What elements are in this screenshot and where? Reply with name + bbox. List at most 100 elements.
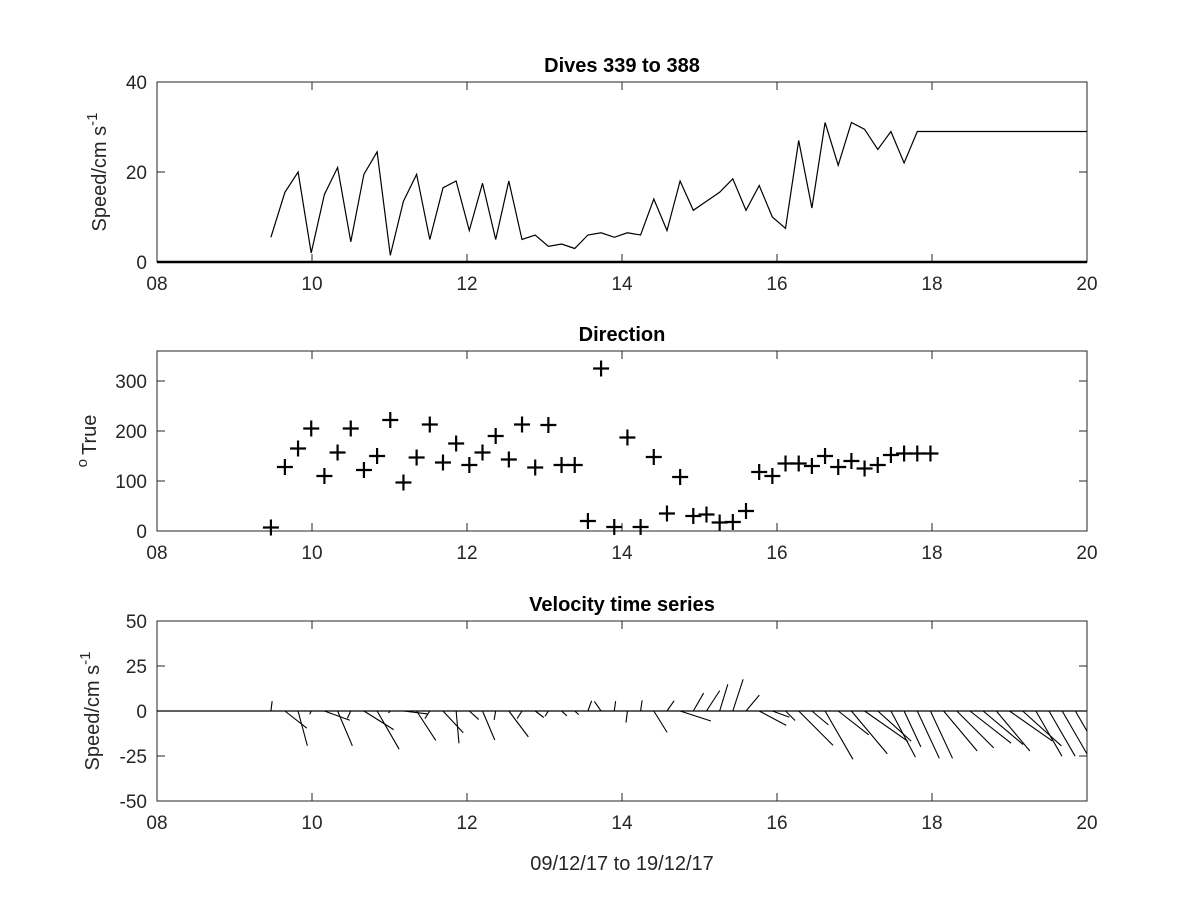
velocity-vector-stick [692,692,705,712]
direction-point-marker [803,458,820,474]
direction-title: Direction [579,324,666,346]
direction-point-marker [593,360,610,377]
direction-point-marker [882,447,899,463]
direction-point-marker [856,460,873,477]
velocity-vector-stick [995,710,1031,752]
velocity-vector-stick [811,710,829,726]
direction-xtick-label: 20 [1076,543,1097,564]
velocity-vector-stick [653,710,668,733]
velocity-vector-stick [297,710,308,746]
velocity-sticks [270,679,1087,760]
direction-point-marker [514,416,531,433]
velocity-xtick-label: 20 [1076,813,1097,834]
direction-point-marker [527,459,544,476]
velocity-vector-stick [561,710,568,717]
velocity-vector-stick [719,684,729,712]
velocity-vector-stick [1022,710,1062,747]
direction-point-marker [421,416,438,433]
direction-point-marker [658,505,675,522]
velocity-vector-stick [785,710,796,721]
direction-point-marker [843,453,860,469]
direction-ytick-label: 100 [115,472,147,493]
velocity-ylabel: Speed/cm s-1 [77,652,104,771]
direction-point-marker [922,445,939,462]
direction-xtick-label: 10 [301,543,322,564]
direction-point-marker [645,449,662,465]
speed-title: Dives 339 to 388 [544,55,700,77]
velocity-vector-stick [442,710,464,734]
speed-ytick-label: 40 [126,73,147,94]
velocity-vector-stick [798,710,834,746]
direction-point-marker [290,440,307,457]
direction-point-marker [474,444,491,461]
velocity-vector-stick [1074,710,1087,733]
direction-xtick-label: 14 [611,543,633,564]
velocity-ylabel-text: Speed/cm s [82,665,104,771]
velocity-vector-stick [837,710,870,736]
velocity-vector-stick [929,710,954,759]
direction-point-marker [619,429,636,446]
speed-line-series [270,121,1087,256]
velocity-vector-stick [544,710,549,717]
velocity-vector-stick [916,710,940,759]
speed-xtick-label: 08 [146,274,167,295]
velocity-title: Velocity time series [529,594,715,616]
speed-ylabel: Speed/cm s-1 [84,113,111,232]
velocity-vector-stick [1035,710,1063,757]
direction-point-marker [698,506,715,523]
direction-point-marker [751,464,768,480]
velocity-vector-stick [982,710,1024,745]
velocity-vector-stick [468,710,480,720]
velocity-ytick-label: 50 [126,612,147,633]
velocity-vector-stick [679,710,712,722]
speed-ylabel-text: Speed/cm s [89,126,111,232]
direction-point-marker [632,519,649,535]
velocity-xtick-label: 14 [611,813,633,834]
velocity-vector-stick [640,700,643,712]
velocity-vector-stick [824,710,854,760]
velocity-vector-stick [593,701,602,712]
velocity-vector-stick [574,710,580,716]
speed-xtick-label: 16 [766,274,787,295]
direction-ylabel: o True [74,415,101,468]
velocity-vector-stick [613,701,617,712]
speed-ytick-label: 20 [126,163,147,184]
direction-point-marker [316,468,333,484]
direction-point-marker [817,448,834,464]
direction-point-marker [355,462,372,478]
direction-point-marker [566,457,583,473]
velocity-vector-stick [758,710,787,726]
velocity-vector-stick [864,710,909,742]
speed-xtick-label: 14 [611,274,633,295]
direction-point-marker [869,457,886,473]
velocity-vector-stick [455,710,460,744]
direction-xtick-label: 12 [456,543,477,564]
direction-axes-box [156,350,1088,532]
direction-point-marker [764,468,781,484]
velocity-vector-stick [587,700,593,712]
direction-xtick-label: 18 [921,543,942,564]
direction-point-marker [738,503,754,519]
velocity-xtick-label: 18 [921,813,942,834]
direction-point-marker [434,454,451,471]
direction-point-marker [540,417,557,433]
velocity-vector-stick [376,710,400,750]
velocity-vector-stick [706,690,721,712]
speed-xtick-label: 18 [921,274,942,295]
velocity-vector-stick [1009,710,1053,742]
speed-ytick-label: 0 [136,253,147,274]
direction-xtick-label: 08 [146,543,167,564]
speed-ylabel-superscript: -1 [84,113,101,126]
velocity-vector-stick [403,710,428,715]
velocity-vector-stick [732,679,744,712]
direction-point-marker [303,420,320,437]
velocity-ytick-label: 25 [126,657,147,678]
direction-point-marker [724,514,741,530]
direction-point-marker [408,449,425,466]
velocity-ytick-label: 0 [136,702,147,723]
direction-point-marker [276,459,293,475]
velocity-vector-stick [1048,710,1076,757]
velocity-vector-stick [625,710,628,723]
